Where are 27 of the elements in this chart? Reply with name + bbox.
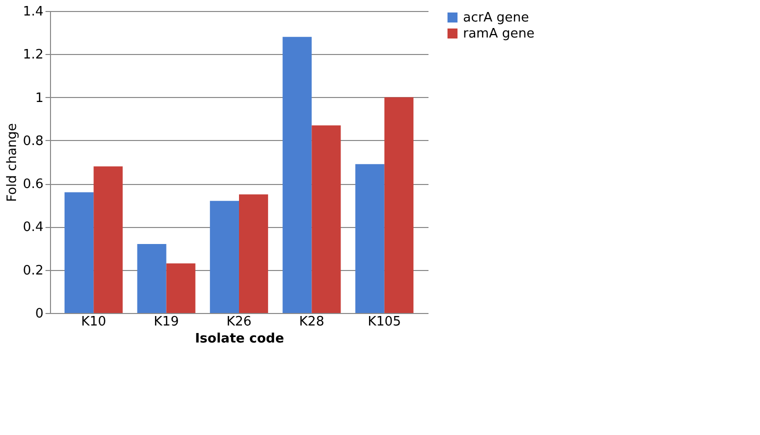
bar [137, 244, 166, 313]
legend-label: ramA gene [463, 26, 534, 42]
x-tick-label: K105 [368, 314, 402, 330]
y-tick-label: 0.4 [22, 220, 44, 236]
x-tick-label: K19 [154, 314, 179, 330]
bar [94, 166, 123, 313]
bar [239, 194, 268, 313]
x-axis-title: Isolate code [194, 332, 284, 346]
bar [64, 192, 94, 313]
bar [210, 200, 239, 313]
y-axis-title: Fold change [4, 123, 20, 202]
legend-label: acrA gene [463, 10, 529, 26]
y-tick-label: 0.6 [22, 177, 44, 192]
x-tick-label: K26 [226, 314, 252, 330]
y-tick-label: 1.2 [22, 48, 44, 63]
x-tick-label: K10 [81, 314, 106, 330]
bar [312, 125, 341, 313]
y-tick-label: 0.2 [22, 263, 44, 278]
bar [282, 36, 312, 313]
y-tick-label: 1 [35, 90, 44, 106]
y-tick-label: 1.4 [22, 4, 44, 20]
bar [384, 97, 414, 313]
bar [166, 263, 196, 313]
y-tick-label: 0.8 [22, 134, 44, 149]
y-tick-label: 0 [35, 306, 44, 322]
bar [355, 164, 384, 313]
x-tick-label: K28 [299, 314, 324, 330]
